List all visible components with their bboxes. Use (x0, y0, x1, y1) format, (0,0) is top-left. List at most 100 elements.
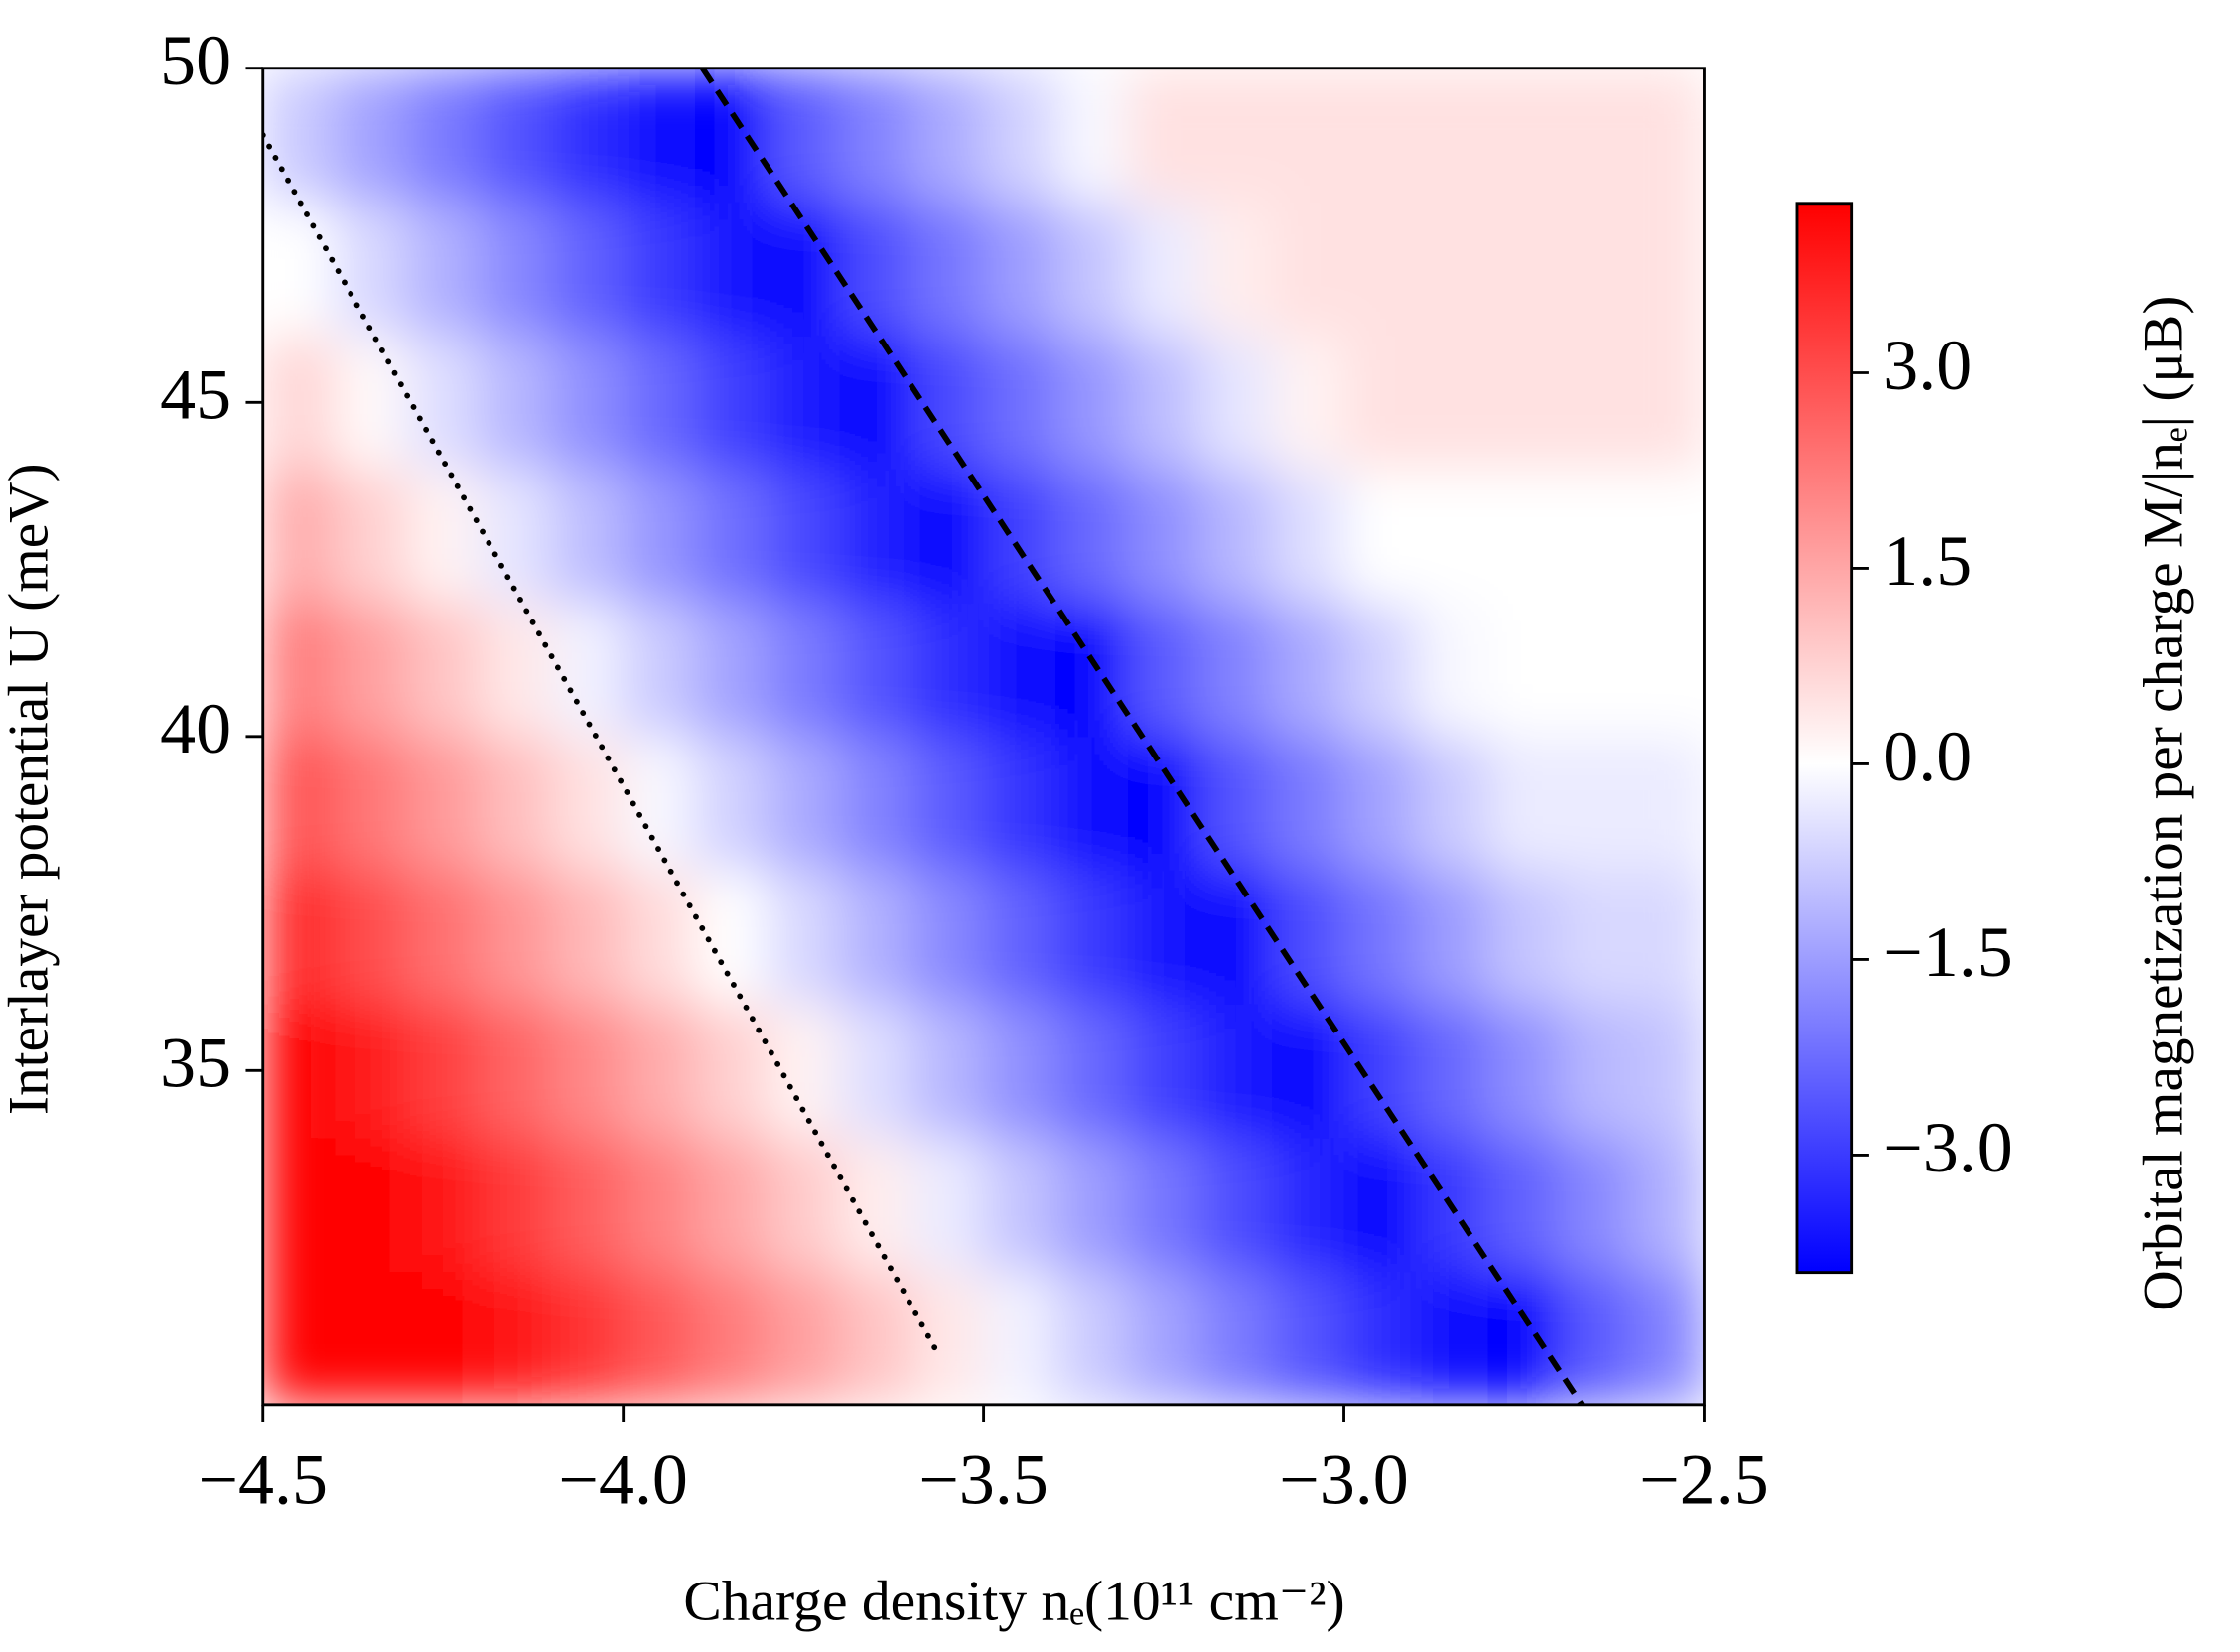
heat-cell (1487, 202, 1562, 337)
heat-cell (623, 335, 696, 471)
heat-cell (1199, 870, 1273, 1005)
heat-cell (1055, 1137, 1129, 1272)
heat-cell (695, 68, 769, 204)
heat-cell (551, 1271, 625, 1405)
heat-cell (406, 870, 481, 1005)
heat-cell (1343, 736, 1417, 872)
heat-cell (1631, 68, 1705, 204)
heat-cell (983, 1271, 1056, 1405)
heat-cell (551, 736, 625, 872)
colorbar-tick-label: 3.0 (1883, 326, 1972, 405)
heat-cell (1199, 1137, 1273, 1272)
heat-cell (1271, 469, 1345, 604)
heat-cell (1055, 870, 1129, 1005)
heat-cell (1343, 1271, 1417, 1405)
heat-cell (695, 1271, 769, 1405)
heat-cell (767, 603, 841, 738)
heat-cell (479, 1137, 552, 1272)
heat-cell (1416, 1004, 1489, 1139)
heat-cell (1127, 202, 1201, 337)
heat-cell (1631, 469, 1705, 604)
heat-cell (695, 1004, 769, 1139)
heat-cell (551, 469, 625, 604)
heat-cell (767, 202, 841, 337)
heat-cell (1055, 202, 1129, 337)
colorbar-tick-label: 1.5 (1883, 521, 1972, 601)
heat-cell (406, 736, 481, 872)
heat-cell (335, 1271, 408, 1405)
heat-cell (551, 202, 625, 337)
heat-cell (1487, 1271, 1562, 1405)
heat-cell (695, 736, 769, 872)
heat-cell (767, 870, 841, 1005)
heat-cell (1343, 68, 1417, 204)
heat-cell (1631, 736, 1705, 872)
heat-cell (406, 1137, 481, 1272)
heat-cell (983, 335, 1056, 471)
heat-cell (623, 469, 696, 604)
heat-cell (1199, 202, 1273, 337)
heat-cell (262, 1137, 337, 1272)
heat-cell (623, 1137, 696, 1272)
heat-cell (623, 202, 696, 337)
heat-cell (983, 469, 1056, 604)
heat-cell (1127, 469, 1201, 604)
heat-cell (911, 202, 985, 337)
heat-cell (551, 68, 625, 204)
heat-cell (335, 870, 408, 1005)
heat-cell (767, 1004, 841, 1139)
heat-cell (335, 469, 408, 604)
heat-cell (1055, 68, 1129, 204)
heat-cell (1416, 469, 1489, 604)
heat-cell (983, 68, 1056, 204)
heat-cell (479, 1271, 552, 1405)
heat-cell (1343, 202, 1417, 337)
heat-cell (839, 1137, 912, 1272)
y-tick-label: 35 (160, 1024, 231, 1103)
heat-cell (406, 1271, 481, 1405)
heat-cell (1199, 603, 1273, 738)
heat-cell (551, 335, 625, 471)
heat-cell (1271, 1137, 1345, 1272)
heat-cell (1416, 68, 1489, 204)
heat-cell (479, 469, 552, 604)
heat-cell (1631, 603, 1705, 738)
heat-cell (623, 1004, 696, 1139)
heat-cell (911, 870, 985, 1005)
heat-cell (1416, 736, 1489, 872)
heat-cell (1560, 335, 1633, 471)
heat-cell (1560, 469, 1633, 604)
heat-cell (1560, 1004, 1633, 1139)
heat-cell (1487, 1137, 1562, 1272)
heat-cell (911, 1137, 985, 1272)
heat-cell (911, 736, 985, 872)
heat-cell (479, 603, 552, 738)
colorbar-tick-label: −1.5 (1883, 912, 2012, 992)
x-tick-label: −2.5 (1639, 1440, 1768, 1519)
x-tick-label: −3.5 (918, 1440, 1048, 1519)
y-tick-label: 50 (160, 21, 231, 100)
y-tick-label: 40 (160, 689, 231, 768)
heat-cell (983, 870, 1056, 1005)
heat-cell (983, 1137, 1056, 1272)
heat-cell (1199, 736, 1273, 872)
heat-cell (1127, 335, 1201, 471)
y-axis-label: Interlayer potential U (meV) (0, 463, 61, 1115)
heat-cell (695, 469, 769, 604)
heat-cell (262, 335, 337, 471)
heat-cell (1055, 1271, 1129, 1405)
heat-cell (1487, 603, 1562, 738)
heat-cell (839, 736, 912, 872)
heat-cell (767, 1137, 841, 1272)
heat-cell (623, 870, 696, 1005)
heat-cell (767, 736, 841, 872)
heat-cell (983, 603, 1056, 738)
heat-cell (262, 202, 337, 337)
heat-cell (262, 1271, 337, 1405)
heat-cell (1199, 68, 1273, 204)
heat-cell (1560, 1137, 1633, 1272)
heat-cell (839, 1271, 912, 1405)
heat-cell (1487, 736, 1562, 872)
